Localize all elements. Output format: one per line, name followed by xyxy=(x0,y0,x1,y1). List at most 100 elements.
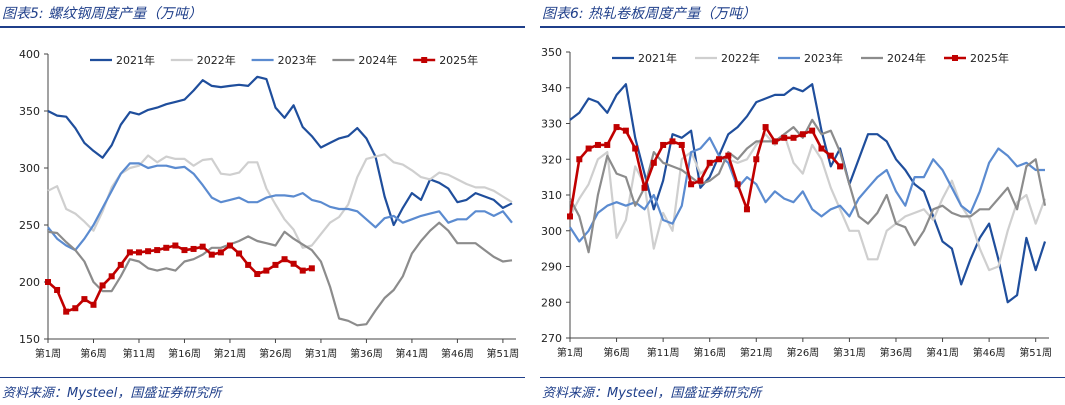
data-point xyxy=(660,141,667,148)
legend-label: 2023年 xyxy=(278,53,317,67)
title-rule xyxy=(540,26,1065,28)
data-point xyxy=(799,131,806,138)
data-point xyxy=(126,249,133,256)
series-line-2021年 xyxy=(47,75,513,227)
data-point xyxy=(90,301,97,308)
y-tick-label: 270 xyxy=(541,332,562,345)
y-tick-label: 300 xyxy=(541,225,562,238)
data-point xyxy=(172,242,179,249)
source-rule xyxy=(540,377,1065,378)
data-point xyxy=(632,145,639,152)
x-tick-label: 第46周 xyxy=(441,347,474,360)
data-point xyxy=(576,156,583,163)
x-tick-label: 第16周 xyxy=(168,347,201,360)
data-point xyxy=(734,181,741,188)
figure-title: 图表6: 热轧卷板周度产量（万吨） xyxy=(542,6,757,22)
data-point xyxy=(299,267,306,274)
data-point xyxy=(613,124,620,131)
legend-marker xyxy=(952,55,958,61)
data-point xyxy=(650,159,657,166)
x-tick-label: 第31周 xyxy=(305,347,338,360)
data-point xyxy=(208,251,215,258)
x-tick-label: 第41周 xyxy=(396,347,429,360)
data-point xyxy=(622,127,629,134)
y-tick-label: 290 xyxy=(541,261,562,274)
data-point xyxy=(108,273,115,280)
y-tick-label: 300 xyxy=(19,162,40,175)
data-point xyxy=(145,248,152,255)
x-tick-label: 第46周 xyxy=(973,346,1006,359)
y-tick-label: 280 xyxy=(541,296,562,309)
figure-source: 资料来源：Mysteel，国盛证券研究所 xyxy=(542,386,762,401)
x-tick-label: 第36周 xyxy=(880,346,913,359)
data-point xyxy=(163,244,170,251)
data-point xyxy=(697,177,704,184)
data-point xyxy=(567,213,573,220)
data-point xyxy=(272,261,279,268)
data-point xyxy=(154,247,161,254)
y-tick-label: 400 xyxy=(19,48,40,61)
y-tick-label: 350 xyxy=(19,105,40,118)
data-point xyxy=(72,305,79,312)
data-point xyxy=(781,134,788,141)
data-point xyxy=(236,250,243,257)
hrc-weekly-output-chart: 270 280 290 300 310 320 330 340 350 第1周 第6周 第11周 第16… xyxy=(541,46,1052,359)
data-point xyxy=(762,124,769,131)
data-point xyxy=(290,260,297,267)
y-tick-label: 200 xyxy=(19,276,40,289)
x-tick-label: 第21周 xyxy=(740,346,773,359)
data-point xyxy=(594,141,601,148)
title-rule xyxy=(0,26,525,28)
data-point xyxy=(827,152,834,159)
legend-label: 2021年 xyxy=(116,53,155,67)
figure-source: 资料来源：Mysteel，国盛证券研究所 xyxy=(2,386,222,401)
data-point xyxy=(81,296,88,303)
data-point xyxy=(54,286,61,293)
data-point xyxy=(809,127,816,134)
data-point xyxy=(63,308,70,315)
x-tick-label: 第11周 xyxy=(647,346,680,359)
y-tick-label: 350 xyxy=(541,46,562,59)
figure-title: 图表5: 螺纹钢周度产量（万吨） xyxy=(2,6,203,22)
series-line-2024年 xyxy=(569,118,1047,254)
series-line-2023年 xyxy=(47,162,513,252)
data-point xyxy=(190,245,197,252)
data-point xyxy=(181,247,188,254)
data-point xyxy=(669,138,676,145)
source-rule xyxy=(0,377,525,378)
x-tick-label: 第21周 xyxy=(214,347,247,360)
x-tick-label: 第36周 xyxy=(350,347,383,360)
data-point xyxy=(254,271,261,278)
data-point xyxy=(99,282,106,289)
x-tick-label: 第1周 xyxy=(557,346,583,359)
y-tick-label: 250 xyxy=(19,219,40,232)
data-point xyxy=(217,249,224,256)
series-line-2021年 xyxy=(569,83,1047,304)
data-point xyxy=(585,145,592,152)
data-point xyxy=(743,206,750,213)
data-point xyxy=(117,261,124,268)
data-point xyxy=(790,134,797,141)
series-line-2022年 xyxy=(569,133,1047,272)
series-line-2023年 xyxy=(569,136,1045,243)
data-point xyxy=(678,141,685,148)
x-tick-label: 第11周 xyxy=(123,347,156,360)
y-tick-label: 150 xyxy=(19,333,40,346)
series-line-2024年 xyxy=(47,221,513,327)
legend-label: 2022年 xyxy=(721,51,760,65)
data-point xyxy=(199,243,206,250)
data-point xyxy=(688,181,695,188)
data-point xyxy=(45,279,51,285)
data-point xyxy=(837,163,844,170)
data-point xyxy=(641,184,648,191)
x-tick-label: 第16周 xyxy=(693,346,726,359)
series-line-2022年 xyxy=(47,153,513,249)
x-tick-label: 第1周 xyxy=(35,347,61,360)
x-tick-label: 第26周 xyxy=(259,347,292,360)
legend-label: 2024年 xyxy=(358,53,397,67)
x-tick-label: 第51周 xyxy=(487,347,520,360)
legend-label: 2025年 xyxy=(439,53,478,67)
legend-label: 2023年 xyxy=(804,51,843,65)
rebar-weekly-output-chart: 150 200 250 300 350 400 第1周 第6周 第11周 第16周 第21周 第26周… xyxy=(19,48,520,360)
data-point xyxy=(226,242,233,249)
